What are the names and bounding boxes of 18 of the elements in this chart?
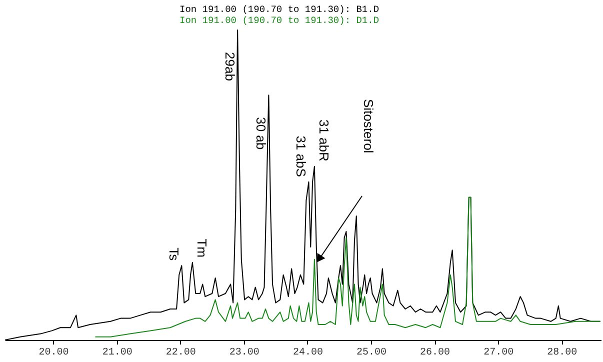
annotation: Sitosterol (361, 99, 376, 154)
x-tick-label: 25.00 (356, 348, 386, 358)
x-tick-label: 24.00 (292, 348, 323, 358)
x-tick-label: 23.00 (229, 348, 260, 358)
x-tick-label: 27.00 (484, 348, 514, 358)
annotation: 29ab (222, 52, 238, 81)
annotation: Ts (166, 248, 182, 262)
x-tick-label: 20.00 (38, 348, 69, 358)
x-tick-label: 22.00 (166, 348, 196, 358)
annotation: 31 abR (316, 119, 332, 162)
annotation: 31 abS (294, 136, 309, 178)
text: Ion 191.00 (190.70 to 191.30): D1.D (180, 14, 380, 26)
text: Ion 191.00 (190.70 to 191.30): B1.D (180, 4, 380, 15)
x-tick-label: 21.00 (102, 348, 132, 358)
annotation: Tm (194, 238, 210, 258)
annotation: 30 ab (254, 117, 269, 150)
x-tick-label: 28.00 (547, 348, 578, 358)
x-tick-label: 26.00 (420, 348, 450, 358)
